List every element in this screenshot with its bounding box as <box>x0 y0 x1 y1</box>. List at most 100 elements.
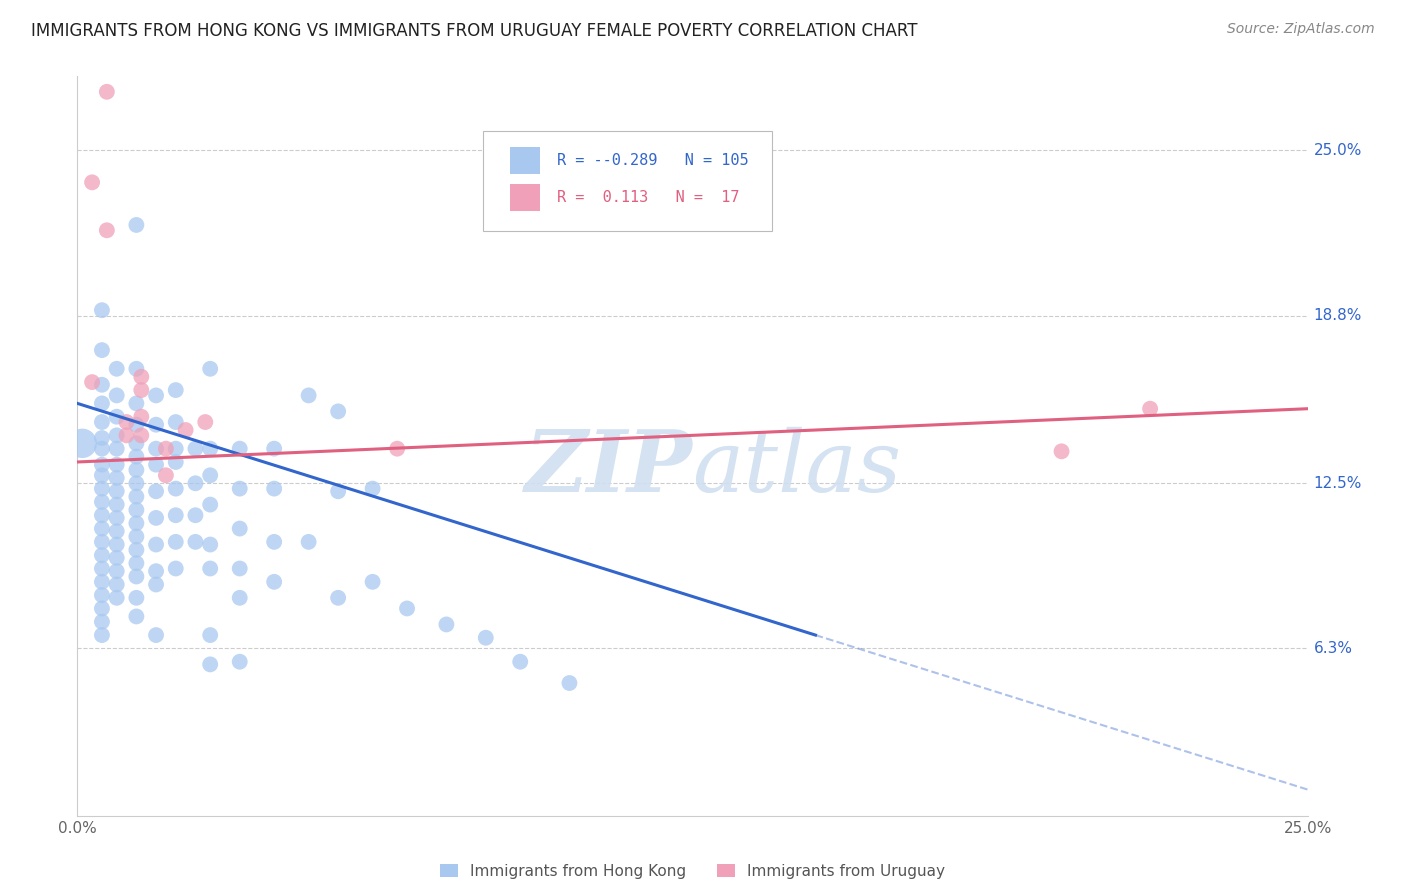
Point <box>145 511 167 525</box>
FancyBboxPatch shape <box>510 184 540 211</box>
Point <box>165 561 187 575</box>
Point <box>90 495 114 509</box>
Point <box>228 655 252 669</box>
Point <box>90 601 114 615</box>
Point <box>90 415 114 429</box>
Point <box>145 442 167 456</box>
Point <box>184 534 207 549</box>
Point <box>125 450 148 464</box>
FancyBboxPatch shape <box>510 147 540 174</box>
Point <box>105 388 128 402</box>
Point <box>105 409 128 424</box>
Point <box>90 303 114 318</box>
Point <box>115 428 138 442</box>
Point <box>184 508 207 523</box>
Text: R =  0.113   N =  17: R = 0.113 N = 17 <box>557 190 740 205</box>
Point <box>105 524 128 539</box>
Point <box>105 564 128 578</box>
Point <box>263 574 285 589</box>
Point <box>105 591 128 605</box>
Point <box>228 482 252 496</box>
Point <box>90 377 114 392</box>
Point <box>263 534 285 549</box>
Point <box>385 442 409 456</box>
Point <box>125 503 148 517</box>
Y-axis label: Female Poverty: Female Poverty <box>0 387 7 505</box>
Point <box>105 458 128 472</box>
Point <box>145 417 167 432</box>
Point <box>298 534 321 549</box>
Point <box>125 530 148 544</box>
Point <box>125 569 148 583</box>
Point <box>125 417 148 432</box>
Point <box>105 577 128 591</box>
Point <box>184 476 207 491</box>
Point <box>129 383 153 397</box>
Point <box>96 223 118 237</box>
Point <box>200 498 222 512</box>
Point <box>125 556 148 570</box>
Point <box>82 175 104 189</box>
Point <box>105 442 128 456</box>
Point <box>165 442 187 456</box>
Point <box>125 591 148 605</box>
Point <box>125 436 148 450</box>
Point <box>96 85 118 99</box>
Point <box>475 631 498 645</box>
Point <box>263 482 285 496</box>
Point <box>105 550 128 565</box>
Point <box>194 415 217 429</box>
Point <box>145 628 167 642</box>
Point <box>200 361 222 376</box>
Point <box>200 657 222 672</box>
Point <box>105 484 128 499</box>
Point <box>90 431 114 445</box>
Point <box>200 537 222 551</box>
Point <box>228 522 252 536</box>
Point <box>326 404 350 418</box>
Point <box>90 522 114 536</box>
Text: R = --0.289   N = 105: R = --0.289 N = 105 <box>557 153 749 168</box>
Point <box>509 655 531 669</box>
Point <box>129 409 153 424</box>
Point <box>165 482 187 496</box>
Point <box>228 561 252 575</box>
Text: 25.0%: 25.0% <box>1313 143 1362 158</box>
Point <box>90 588 114 602</box>
Point <box>115 415 138 429</box>
Point <box>326 484 350 499</box>
Point <box>70 436 93 450</box>
Point <box>145 484 167 499</box>
Point <box>298 388 321 402</box>
Point <box>105 428 128 442</box>
Point <box>165 455 187 469</box>
Point <box>82 375 104 389</box>
Point <box>200 628 222 642</box>
Point <box>90 628 114 642</box>
Point <box>155 468 177 483</box>
Point <box>90 442 114 456</box>
Point <box>228 591 252 605</box>
Text: 18.8%: 18.8% <box>1313 308 1362 323</box>
Point <box>263 442 285 456</box>
Point <box>165 383 187 397</box>
Point <box>200 468 222 483</box>
Point <box>125 542 148 557</box>
Point <box>361 574 384 589</box>
Point <box>361 482 384 496</box>
Point <box>165 508 187 523</box>
Point <box>90 534 114 549</box>
Point <box>105 361 128 376</box>
Point <box>145 564 167 578</box>
Point <box>105 471 128 485</box>
Point <box>125 609 148 624</box>
Point <box>105 511 128 525</box>
Point <box>90 343 114 358</box>
Point <box>145 537 167 551</box>
Point <box>145 388 167 402</box>
Point <box>90 468 114 483</box>
Text: 12.5%: 12.5% <box>1313 475 1362 491</box>
Point <box>90 548 114 562</box>
Point <box>326 591 350 605</box>
Point <box>145 577 167 591</box>
